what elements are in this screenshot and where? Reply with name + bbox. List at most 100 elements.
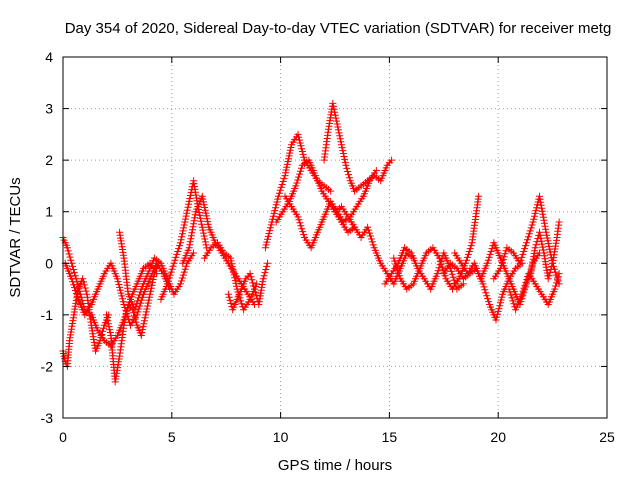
data-point [168, 265, 176, 273]
data-point [183, 206, 191, 214]
data-point [278, 181, 286, 188]
data-point [146, 290, 154, 298]
data-point [132, 303, 140, 311]
data-point [98, 331, 106, 338]
data-point [517, 256, 525, 264]
data-point [438, 263, 446, 271]
data-point [335, 129, 343, 137]
data-point [507, 291, 515, 299]
data-point [96, 337, 104, 345]
data-point [486, 250, 494, 258]
data-point [100, 324, 107, 332]
data-point [510, 300, 518, 308]
data-point [341, 158, 349, 166]
data-point [366, 229, 373, 237]
data-point [178, 230, 186, 238]
data-point [364, 223, 372, 231]
data-point [295, 173, 303, 181]
data-point [497, 296, 505, 304]
data-point [434, 267, 442, 275]
data-point [138, 329, 146, 336]
data-point [542, 228, 550, 236]
data-point [272, 204, 279, 212]
data-point [522, 242, 530, 250]
data-point [393, 263, 400, 271]
data-point [197, 217, 205, 225]
data-point [481, 286, 489, 294]
y-tick-label: 1 [45, 204, 53, 220]
data-point [181, 265, 189, 273]
data-point [298, 148, 306, 155]
data-point [180, 224, 188, 232]
data-point [81, 284, 89, 292]
data-point [166, 271, 174, 279]
data-point [238, 300, 246, 308]
data-point [275, 189, 283, 197]
data-point [539, 210, 547, 218]
data-point [523, 236, 531, 244]
x-tick-label: 15 [382, 429, 398, 445]
axis-ticks: 0 5 10 15 20 25 -3 -2 -1 0 1 2 3 4 [41, 49, 615, 445]
data-point [261, 269, 269, 277]
data-point [480, 283, 488, 291]
data-point [175, 245, 183, 253]
data-point [114, 278, 122, 286]
data-point [97, 334, 105, 341]
y-tick-label: -3 [41, 410, 54, 426]
data-point [479, 280, 487, 288]
data-point [545, 272, 553, 280]
data-point [178, 233, 186, 241]
data-point [183, 209, 191, 217]
data-point [201, 238, 209, 246]
y-tick-label: 3 [45, 101, 53, 117]
data-point [336, 132, 344, 140]
data-point [99, 327, 107, 335]
data-point [191, 214, 199, 222]
data-point [180, 221, 188, 229]
data-point [505, 285, 513, 293]
data-point [537, 237, 545, 245]
data-point [295, 216, 303, 224]
data-point [237, 297, 245, 305]
data-point [273, 198, 281, 206]
data-point [523, 239, 530, 247]
data-point [297, 167, 304, 175]
data-point [297, 142, 305, 150]
data-point [334, 123, 342, 131]
data-point [143, 305, 151, 313]
data-point [292, 182, 300, 190]
data-point [391, 257, 399, 265]
data-point [120, 321, 128, 329]
data-point [465, 248, 473, 255]
data-point [184, 203, 192, 211]
data-point [132, 318, 140, 326]
data-point [251, 285, 258, 293]
data-point [466, 245, 474, 253]
data-point [187, 235, 195, 243]
data-point [530, 215, 538, 223]
data-point [388, 156, 396, 164]
data-point [506, 288, 514, 296]
data-point [344, 168, 352, 175]
data-point [435, 254, 443, 262]
data-point [339, 150, 347, 157]
series-sat-g [179, 192, 258, 309]
data-point [225, 293, 233, 301]
y-tick-label: 2 [45, 152, 53, 168]
data-point [188, 229, 196, 237]
data-point [250, 282, 258, 290]
data-point [521, 281, 529, 289]
data-point [520, 284, 528, 292]
data-point [547, 266, 555, 273]
data-point [178, 274, 186, 282]
data-point [533, 204, 541, 212]
series-sat-e [116, 228, 198, 314]
data-point [248, 276, 256, 284]
data-point [198, 192, 206, 200]
data-point [485, 298, 493, 306]
data-point [104, 317, 112, 325]
data-point [537, 198, 545, 206]
data-point [103, 311, 110, 319]
data-point [336, 135, 344, 143]
data-point [69, 266, 77, 273]
